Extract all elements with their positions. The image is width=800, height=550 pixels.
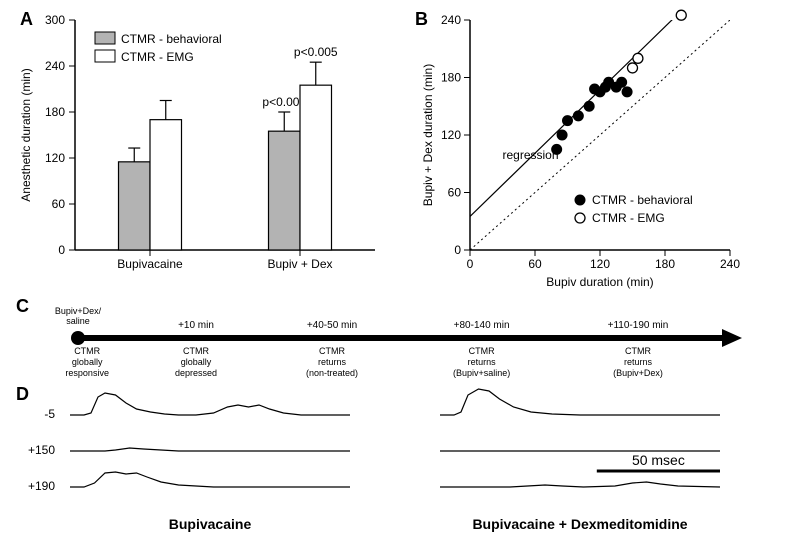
panel-b-regression-label: regression	[503, 148, 559, 162]
panel-b-legend-marker-filled	[575, 195, 585, 205]
panel-c-event-label: returns	[318, 357, 347, 367]
panel-a-pvalue: p<0.005	[294, 45, 338, 59]
panel-a-legend-label: CTMR - behavioral	[121, 32, 222, 46]
panel-c-event-label: globally	[72, 357, 103, 367]
panel-b-point-open	[633, 53, 643, 63]
panel-c-event-label: CTMR	[469, 346, 495, 356]
panel-a-bar	[119, 162, 151, 250]
panel-d-letter: D	[16, 384, 29, 404]
panel-b-ytick-label: 240	[441, 13, 461, 27]
panel-b-legend-marker-open	[575, 213, 585, 223]
panel-a-group-label: Bupivacaine	[117, 257, 183, 271]
panel-b-point-filled	[617, 77, 627, 87]
panel-c-event-label: returns	[624, 357, 653, 367]
panel-a-bar	[300, 85, 332, 250]
panel-a-letter: A	[20, 9, 33, 29]
panel-c-time-label: +10 min	[178, 320, 214, 331]
panel-c-event-label: depressed	[175, 368, 217, 378]
panel-c-start-dot	[71, 331, 85, 345]
panel-d-trace	[70, 448, 350, 451]
panel-d-col-label-left: Bupivacaine	[169, 516, 252, 532]
panel-a-ytick-label: 240	[45, 59, 65, 73]
panel-b-ytick-label: 0	[454, 243, 461, 257]
panel-b-point-filled	[573, 111, 583, 121]
panel-b-legend-label-open: CTMR - EMG	[592, 211, 665, 225]
panel-c-time-label: +80-140 min	[454, 320, 510, 331]
panel-c-time-label: +40-50 min	[307, 320, 357, 331]
panel-c-start-label: Bupiv+Dex/	[55, 306, 102, 316]
panel-a-ytick-label: 0	[58, 243, 65, 257]
panel-b-ytick-label: 180	[441, 71, 461, 85]
panel-d-trace	[440, 482, 720, 487]
panel-d-trace	[70, 472, 350, 487]
panel-b-point-filled	[584, 101, 594, 111]
panel-b-point-filled	[563, 116, 573, 126]
panel-a-ytick-label: 120	[45, 151, 65, 165]
panel-c-event-label: returns	[468, 357, 497, 367]
panel-c-event-label: globally	[181, 357, 212, 367]
panel-a-ytick-label: 180	[45, 105, 65, 119]
panel-d-col-label-right: Bupivacaine + Dexmeditomidine	[472, 516, 687, 532]
panel-c-event-label: CTMR	[183, 346, 209, 356]
panel-b-letter: B	[415, 9, 428, 29]
panel-b-legend-label-filled: CTMR - behavioral	[592, 193, 693, 207]
panel-d-row-label: -5	[44, 407, 55, 421]
panel-c-start-label: saline	[66, 316, 90, 326]
panel-a-legend-swatch	[95, 32, 115, 44]
panel-a-legend-label: CTMR - EMG	[121, 50, 194, 64]
panel-c-arrowhead	[722, 329, 742, 347]
panel-d-row-label: +150	[28, 443, 55, 457]
panel-b-ytick-label: 120	[441, 128, 461, 142]
panel-c-time-label: +110-190 min	[608, 320, 669, 331]
panel-b-ylabel: Bupiv + Dex duration (min)	[421, 64, 435, 206]
panel-c-event-label: (Bupiv+saline)	[453, 368, 510, 378]
panel-a-bar	[150, 120, 182, 250]
panel-a-group-label: Bupiv + Dex	[267, 257, 332, 271]
panel-c-event-label: (Bupiv+Dex)	[613, 368, 663, 378]
panel-b-point-open	[628, 63, 638, 73]
panel-b-ytick-label: 60	[448, 186, 462, 200]
panel-b-xtick-label: 240	[720, 257, 740, 271]
panel-b-xtick-label: 60	[528, 257, 542, 271]
panel-d-row-label: +190	[28, 479, 55, 493]
panel-b-xtick-label: 120	[590, 257, 610, 271]
panel-b-point-open	[676, 10, 686, 20]
panel-b-xlabel: Bupiv duration (min)	[546, 275, 653, 289]
panel-a-legend-swatch	[95, 50, 115, 62]
panel-b-point-filled	[557, 130, 567, 140]
panel-a-ytick-label: 60	[52, 197, 66, 211]
panel-b-point-filled	[622, 87, 632, 97]
panel-b-xtick-label: 0	[467, 257, 474, 271]
panel-c-event-label: CTMR	[625, 346, 651, 356]
panel-b-xtick-label: 180	[655, 257, 675, 271]
panel-a-ytick-label: 300	[45, 13, 65, 27]
panel-a-ylabel: Anesthetic duration (min)	[19, 68, 33, 201]
panel-b-point-filled	[552, 144, 562, 154]
panel-d-scalebar-label: 50 msec	[632, 452, 685, 468]
panel-d-trace	[440, 389, 720, 415]
panel-c-event-label: responsive	[65, 368, 109, 378]
panel-c-event-label: (non-treated)	[306, 368, 358, 378]
panel-c-letter: C	[16, 296, 29, 316]
panel-d-trace	[70, 393, 350, 415]
panel-c-event-label: CTMR	[74, 346, 100, 356]
panel-c-event-label: CTMR	[319, 346, 345, 356]
panel-a-bar	[269, 131, 301, 250]
